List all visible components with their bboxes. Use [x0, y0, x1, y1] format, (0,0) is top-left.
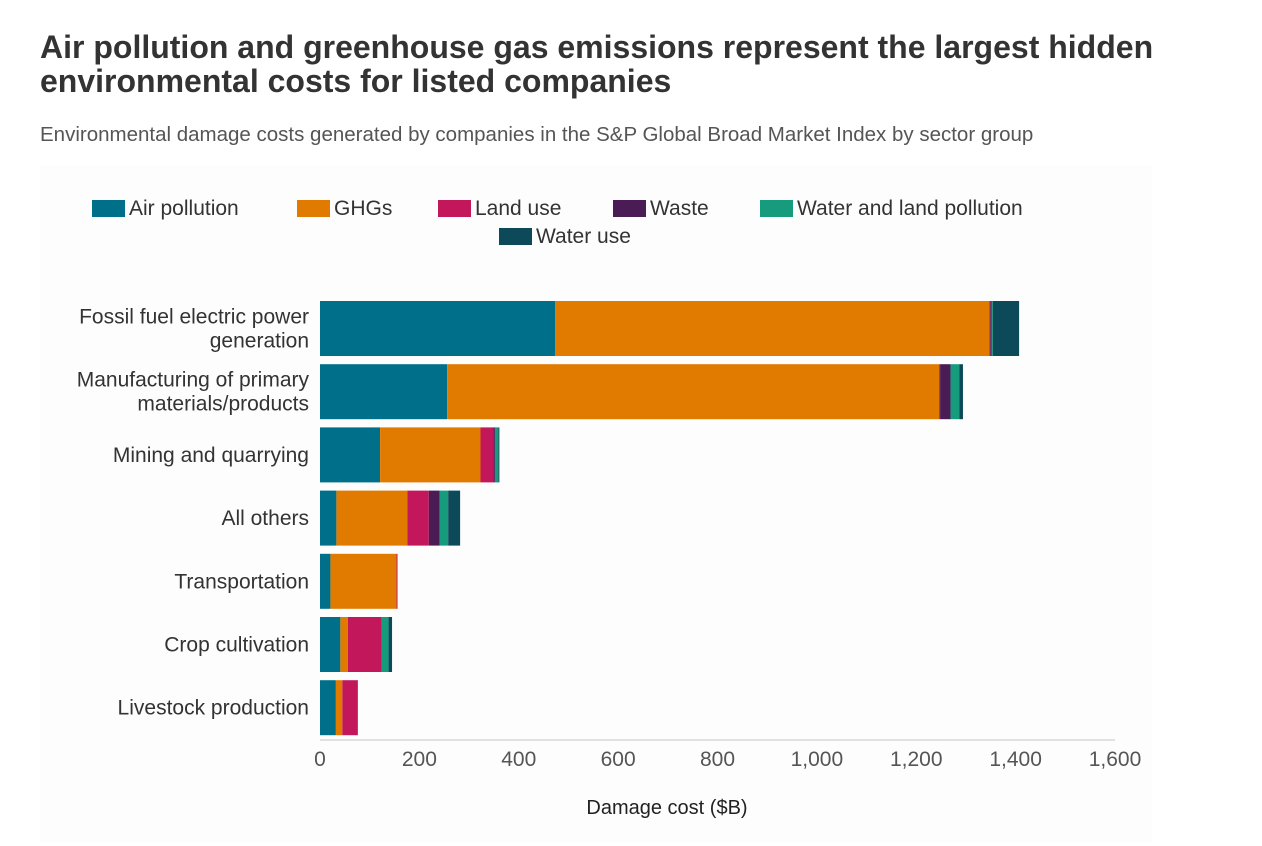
bar-livestock-production-waste — [357, 680, 358, 736]
bar-livestock-production-land-use — [342, 680, 358, 736]
category-label-transportation: Transportation — [174, 570, 309, 593]
bar-crop-cultivation-land-use — [347, 617, 382, 672]
legend-swatch-waste — [613, 200, 646, 217]
bar-mining-and-quarrying-land-use — [480, 427, 494, 483]
bar-transportation-air-pollution — [320, 553, 331, 609]
bar-mining-and-quarrying-air-pollution — [320, 427, 381, 483]
bar-mining-and-quarrying-water-and-land-pollution — [494, 427, 499, 483]
bar-mining-and-quarrying-waste — [493, 427, 495, 483]
legend-swatch-ghgs — [297, 200, 330, 217]
bars — [320, 301, 1020, 736]
bar-crop-cultivation-water-use — [388, 617, 393, 672]
legend-swatch-land-use — [438, 200, 471, 217]
bar-group-all-others — [320, 490, 461, 546]
bar-crop-cultivation-water-and-land-pollution — [381, 617, 389, 672]
bar-manufacturing-of-primary-materials-products-land-use — [939, 364, 941, 420]
category-label-all-others: All others — [221, 507, 309, 530]
bar-all-others-water-use — [448, 490, 461, 546]
legend-label-water-and-land-pollution: Water and land pollution — [797, 197, 1023, 220]
legend: Air pollution GHGs Land use Waste Water and … — [92, 197, 1023, 248]
x-tick-label-200: 200 — [402, 748, 437, 771]
bar-crop-cultivation-air-pollution — [320, 617, 341, 672]
chart-title: Air pollution and greenhouse gas emissio… — [40, 29, 1154, 99]
category-label-fossil-fuel-electric-power-generation-line-1: Fossil fuel electric power — [79, 306, 309, 329]
legend-label-water-use: Water use — [536, 225, 631, 248]
legend-label-waste: Waste — [650, 197, 709, 220]
stacked-bar-chart: Air pollution GHGs Land use Waste Water and … — [77, 197, 1142, 819]
chart-panel: Air pollution GHGs Land use Waste Water and … — [40, 165, 1152, 843]
category-label-manufacturing-of-primary-materials-products-line-2: materials/products — [137, 393, 309, 416]
bar-all-others-water-and-land-pollution — [439, 490, 449, 546]
x-tick-label-400: 400 — [501, 748, 536, 771]
bar-group-manufacturing-of-primary-materials-products — [320, 364, 963, 420]
legend-swatch-water-and-land-pollution — [760, 200, 793, 217]
bar-fossil-fuel-electric-power-generation-ghgs — [555, 301, 990, 356]
bar-livestock-production-ghgs — [335, 680, 343, 736]
bar-manufacturing-of-primary-materials-products-water-use — [959, 364, 963, 420]
bar-manufacturing-of-primary-materials-products-ghgs — [447, 364, 940, 420]
bar-all-others-land-use — [407, 490, 429, 546]
category-label-crop-cultivation: Crop cultivation — [164, 634, 309, 657]
bar-fossil-fuel-electric-power-generation-water-and-land-pollution — [991, 301, 993, 356]
bar-group-fossil-fuel-electric-power-generation — [320, 301, 1020, 356]
bar-group-crop-cultivation — [320, 617, 393, 672]
bar-fossil-fuel-electric-power-generation-land-use — [989, 301, 991, 356]
category-label-mining-and-quarrying: Mining and quarrying — [113, 444, 309, 467]
x-tick-label-1400: 1,400 — [989, 748, 1042, 771]
x-tick-label-1200: 1,200 — [890, 748, 943, 771]
bar-fossil-fuel-electric-power-generation-waste — [990, 301, 992, 356]
category-label-livestock-production: Livestock production — [118, 697, 309, 720]
legend-label-ghgs: GHGs — [334, 197, 392, 220]
chart-subtitle: Environmental damage costs generated by … — [40, 123, 1034, 146]
bar-transportation-land-use — [396, 553, 398, 609]
legend-label-air-pollution: Air pollution — [129, 197, 239, 220]
bar-group-livestock-production — [320, 680, 358, 736]
bar-group-mining-and-quarrying — [320, 427, 500, 483]
bar-manufacturing-of-primary-materials-products-waste — [940, 364, 951, 420]
bar-group-transportation — [320, 553, 398, 609]
category-label-fossil-fuel-electric-power-generation-line-2: generation — [210, 330, 309, 353]
category-label-manufacturing-of-primary-materials-products-line-1: Manufacturing of primary — [77, 369, 310, 392]
bar-mining-and-quarrying-water-use — [498, 427, 500, 483]
x-axis: 0 200 400 600 800 1,000 1,200 1,400 1,600 Damage… — [314, 739, 1141, 819]
bar-fossil-fuel-electric-power-generation-air-pollution — [320, 301, 556, 356]
x-tick-label-800: 800 — [700, 748, 735, 771]
x-tick-label-1600: 1,600 — [1089, 748, 1142, 771]
bar-mining-and-quarrying-ghgs — [380, 427, 481, 483]
legend-swatch-water-use — [499, 228, 532, 245]
x-axis-ticks: 0 200 400 600 800 1,000 1,200 1,400 1,600 — [314, 748, 1141, 771]
x-tick-label-0: 0 — [314, 748, 326, 771]
bar-all-others-waste — [428, 490, 440, 546]
x-axis-title: Damage cost ($B) — [586, 797, 747, 819]
bar-fossil-fuel-electric-power-generation-water-use — [992, 301, 1020, 356]
bar-crop-cultivation-waste — [381, 617, 382, 672]
x-tick-label-1000: 1,000 — [791, 748, 844, 771]
bar-manufacturing-of-primary-materials-products-air-pollution — [320, 364, 448, 420]
legend-swatch-air-pollution — [92, 200, 125, 217]
bar-livestock-production-air-pollution — [320, 680, 336, 736]
bar-manufacturing-of-primary-materials-products-water-and-land-pollution — [950, 364, 960, 420]
bar-crop-cultivation-ghgs — [340, 617, 348, 672]
bar-all-others-air-pollution — [320, 490, 337, 546]
bar-transportation-ghgs — [330, 553, 397, 609]
bar-all-others-ghgs — [336, 490, 408, 546]
x-tick-label-600: 600 — [601, 748, 636, 771]
legend-label-land-use: Land use — [475, 197, 561, 220]
